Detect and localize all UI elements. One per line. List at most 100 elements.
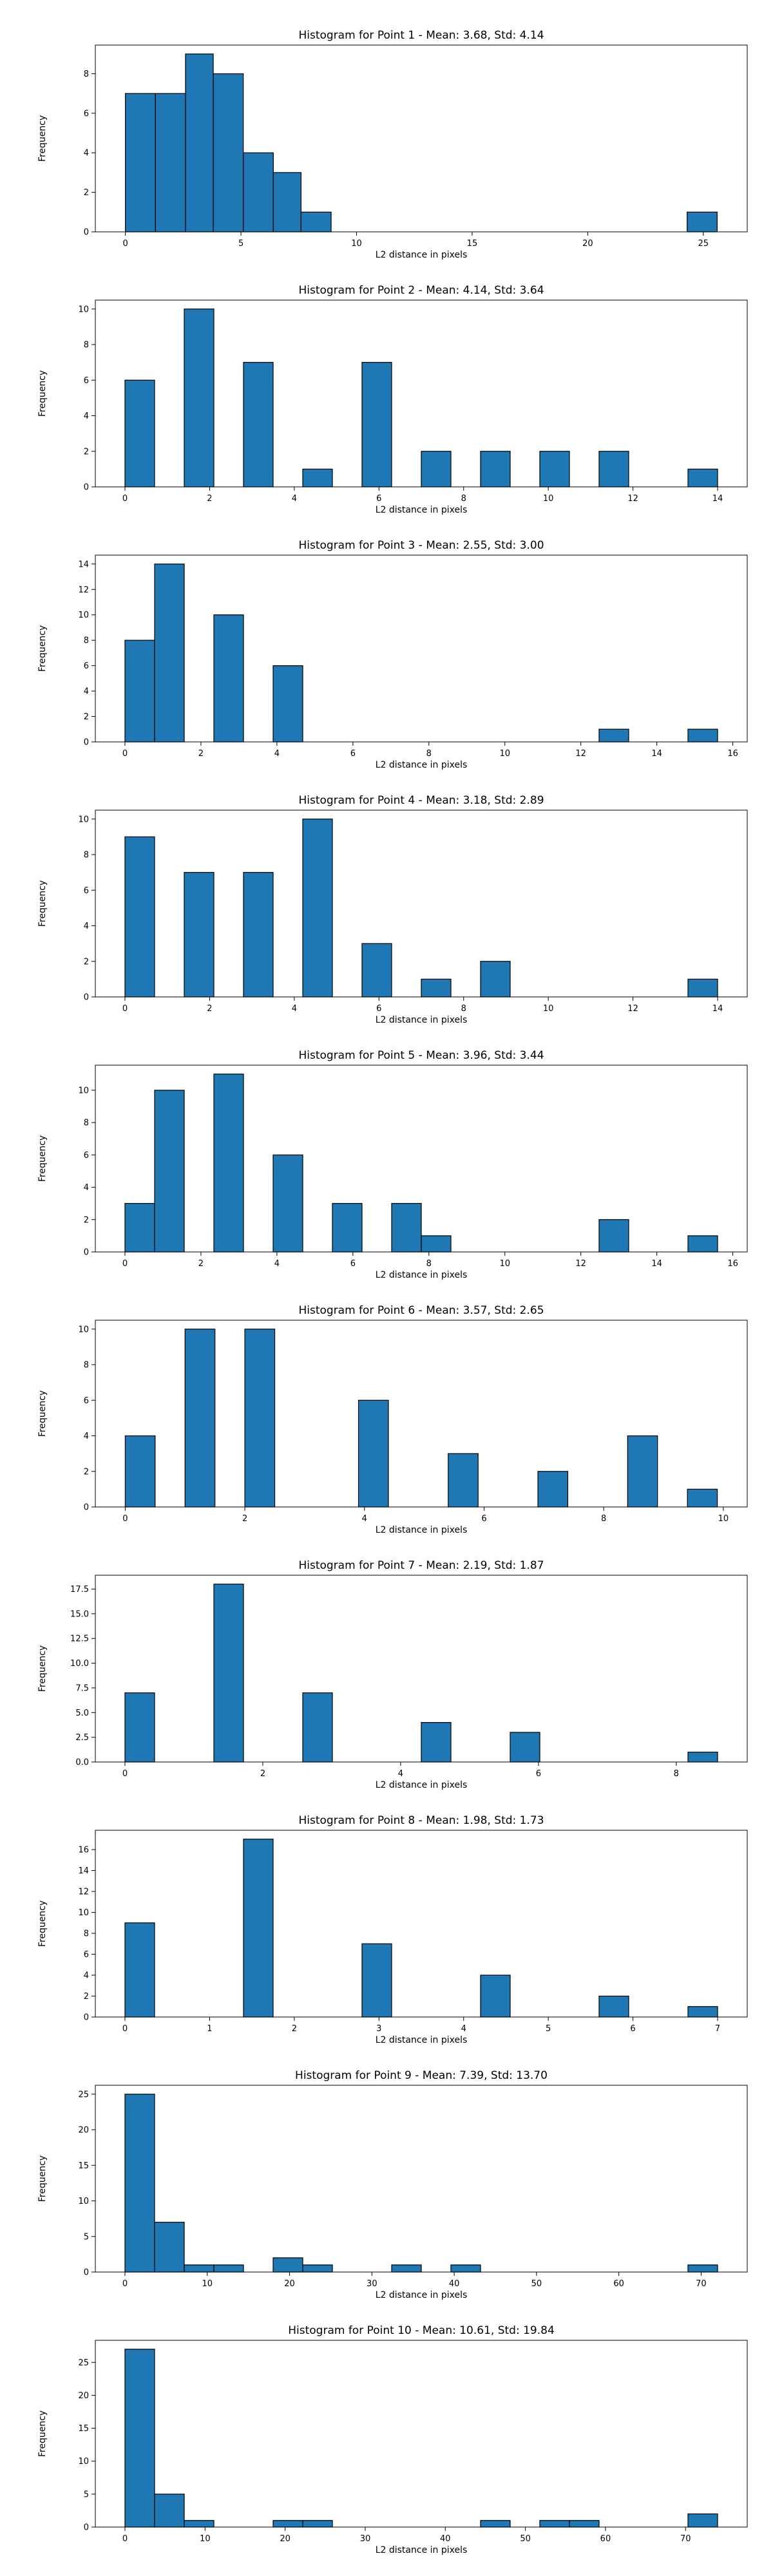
- histogram-bar: [302, 2520, 333, 2528]
- histogram-bar: [243, 152, 274, 232]
- histogram-bar: [184, 2264, 215, 2273]
- histogram-bar: [243, 872, 274, 998]
- histogram-bar: [124, 1203, 155, 1253]
- histogram-bar: [450, 2264, 481, 2273]
- y-tick-label: 2: [84, 957, 89, 967]
- y-tick-label: 15: [78, 2161, 89, 2171]
- chart-title: Histogram for Point 10 - Mean: 10.61, St…: [288, 2324, 555, 2337]
- histogram-bar: [184, 308, 215, 488]
- histogram-bar: [687, 1235, 718, 1253]
- histogram-bar: [687, 2264, 718, 2273]
- histogram-bar: [391, 1203, 422, 1253]
- y-tick-label: 10: [78, 611, 89, 620]
- histogram-bar: [421, 451, 452, 488]
- x-tick-label: 50: [520, 2534, 531, 2544]
- y-tick-label: 10: [78, 1325, 89, 1334]
- chart-title: Histogram for Point 7 - Mean: 2.19, Std:…: [298, 1559, 544, 1572]
- chart-title: Histogram for Point 2 - Mean: 4.14, Std:…: [298, 284, 544, 297]
- chart-title: Histogram for Point 4 - Mean: 3.18, Std:…: [298, 794, 544, 807]
- y-tick-label: 10: [78, 1908, 89, 1918]
- histogram-bar: [124, 1435, 156, 1508]
- x-tick-label: 10: [543, 1004, 554, 1014]
- histogram-bar: [687, 2006, 718, 2018]
- y-tick-label: 12: [78, 585, 89, 595]
- x-tick-label: 14: [712, 1004, 723, 1014]
- y-axis-label: Frequency: [37, 880, 48, 927]
- histogram-bar: [154, 1090, 185, 1253]
- histogram-bar: [154, 2222, 185, 2273]
- histogram-panel-1: Histogram for Point 1 - Mean: 3.68, Std:…: [37, 29, 748, 260]
- chart-title: Histogram for Point 3 - Mean: 2.55, Std:…: [298, 539, 544, 552]
- plot-area-frame: [95, 554, 748, 743]
- x-tick-label: 0: [122, 1514, 128, 1524]
- y-axis-label: Frequency: [37, 625, 48, 672]
- plot-area-frame: [95, 2085, 748, 2273]
- x-tick-label: 0: [122, 2534, 128, 2544]
- histogram-bar: [302, 2264, 333, 2273]
- y-tick-label: 2: [84, 447, 89, 457]
- x-tick-label: 0: [123, 239, 128, 249]
- x-tick-label: 16: [727, 1259, 738, 1269]
- x-tick-label: 5: [238, 239, 243, 249]
- histogram-bar: [598, 728, 629, 743]
- histogram-bar: [213, 1584, 244, 1763]
- x-tick-label: 25: [698, 239, 709, 249]
- x-tick-label: 0: [122, 1769, 128, 1779]
- histogram-bar: [687, 211, 718, 232]
- histogram-bar: [213, 1074, 244, 1253]
- x-tick-label: 2: [207, 494, 212, 504]
- histogram-bar: [539, 451, 570, 488]
- x-tick-label: 7: [715, 2024, 720, 2034]
- y-tick-label: 6: [84, 1396, 89, 1406]
- histogram-bar: [687, 978, 718, 998]
- y-tick-label: 6: [84, 109, 89, 118]
- histogram-bar: [361, 1943, 392, 2018]
- y-axis-label: Frequency: [37, 2410, 48, 2457]
- y-tick-label: 4: [84, 149, 89, 158]
- x-tick-label: 15: [467, 239, 478, 249]
- x-tick-label: 14: [651, 749, 662, 759]
- y-tick-label: 20: [78, 2126, 89, 2136]
- y-tick-label: 15: [78, 2424, 89, 2434]
- x-tick-label: 6: [481, 1514, 486, 1524]
- x-tick-label: 20: [582, 239, 593, 249]
- histogram-bar: [687, 2513, 718, 2528]
- y-axis-label: Frequency: [37, 1390, 48, 1437]
- x-tick-label: 6: [350, 749, 356, 759]
- chart-title: Histogram for Point 8 - Mean: 1.98, Std:…: [298, 1814, 544, 1827]
- x-tick-label: 10: [718, 1514, 729, 1524]
- plot-area-frame: [95, 44, 748, 232]
- histogram-bar: [213, 2264, 244, 2273]
- x-tick-label: 6: [376, 1004, 381, 1014]
- histogram-bar: [154, 2494, 185, 2528]
- histogram-bar: [361, 943, 392, 998]
- x-tick-label: 12: [575, 1259, 586, 1269]
- y-tick-label: 0: [84, 1503, 89, 1513]
- histogram-bar: [155, 93, 186, 232]
- histogram-bar: [361, 362, 392, 488]
- plot-area-frame: [95, 1575, 748, 1763]
- y-tick-label: 6: [84, 376, 89, 386]
- y-tick-label: 0: [84, 738, 89, 748]
- histogram-bar: [510, 1732, 540, 1763]
- x-tick-label: 16: [727, 749, 738, 759]
- x-axis-label: L2 distance in pixels: [376, 760, 468, 770]
- x-tick-label: 4: [362, 1514, 367, 1524]
- x-tick-label: 3: [376, 2024, 381, 2034]
- y-tick-label: 14: [78, 1866, 89, 1876]
- histogram-bar: [184, 1329, 216, 1508]
- y-axis-label: Frequency: [37, 2155, 48, 2202]
- y-tick-label: 0: [84, 483, 89, 493]
- histogram-bar: [302, 1692, 333, 1763]
- x-tick-label: 5: [546, 2024, 551, 2034]
- y-tick-label: 8: [84, 1361, 89, 1370]
- chart-title: Histogram for Point 1 - Mean: 3.68, Std:…: [298, 29, 544, 42]
- histogram-bar: [480, 2520, 511, 2528]
- histogram-panel-5: Histogram for Point 5 - Mean: 3.96, Std:…: [37, 1049, 748, 1280]
- x-tick-label: 40: [440, 2534, 451, 2544]
- x-tick-label: 4: [292, 1004, 297, 1014]
- y-tick-label: 5.0: [75, 1709, 89, 1718]
- histogram-bar: [480, 451, 511, 488]
- y-tick-label: 12: [78, 1888, 89, 1897]
- chart-title: Histogram for Point 5 - Mean: 3.96, Std:…: [298, 1049, 544, 1062]
